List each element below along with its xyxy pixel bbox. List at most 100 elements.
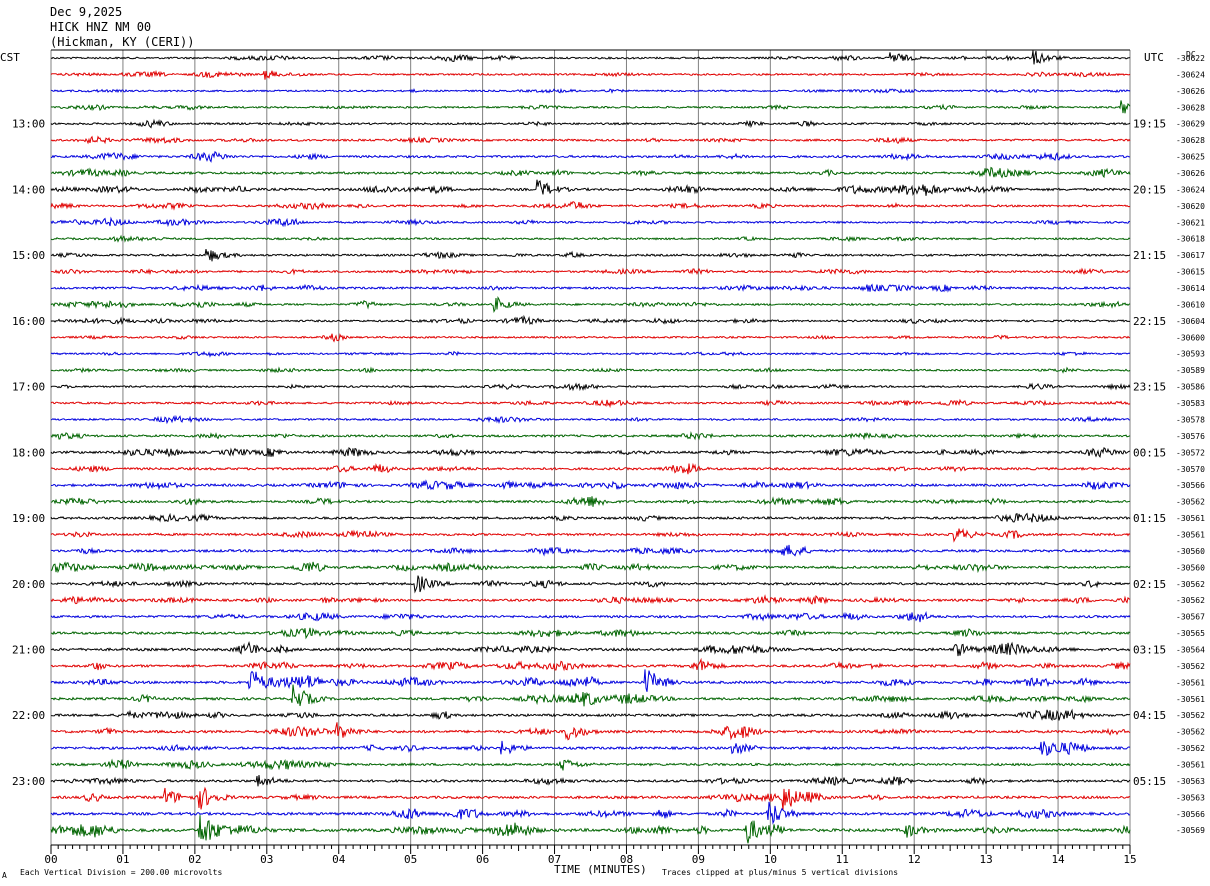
right-timezone-label: UTC	[1144, 51, 1164, 64]
dc-offset-value: -30576	[1176, 432, 1205, 441]
time-gridlines	[50, 49, 1131, 845]
dc-offset-value: -30566	[1176, 481, 1205, 490]
seismic-trace	[50, 774, 1131, 787]
left-hour-label: 13:00	[12, 118, 45, 131]
right-hour-label: 23:15	[1133, 381, 1166, 394]
seismic-trace	[50, 350, 1131, 358]
right-hour-label: 00:15	[1133, 446, 1166, 459]
seismic-trace	[50, 740, 1131, 757]
seismic-trace	[50, 722, 1131, 741]
dc-offset-value: -30567	[1176, 613, 1205, 622]
dc-offset-value: -30561	[1176, 695, 1205, 704]
seismic-trace	[50, 295, 1131, 314]
x-tick-label: 09	[692, 853, 705, 866]
left-hour-label: 15:00	[12, 249, 45, 262]
dc-offset-value: -30618	[1176, 235, 1205, 244]
right-hour-label: 02:15	[1133, 578, 1166, 591]
seismic-trace	[50, 786, 1131, 811]
seismic-trace	[50, 657, 1131, 672]
dc-offset-value: -30562	[1176, 596, 1205, 605]
x-tick-label: 02	[188, 853, 201, 866]
left-hour-label: 23:00	[12, 775, 45, 788]
seismic-trace	[50, 561, 1131, 574]
seismic-trace	[50, 135, 1131, 145]
seismic-traces	[50, 50, 1131, 844]
dc-offset-value: -30562	[1176, 728, 1205, 737]
seismic-trace	[50, 431, 1131, 441]
seismic-trace	[50, 333, 1130, 343]
dc-offset-value: -30628	[1176, 136, 1205, 145]
dc-offset-value: -30578	[1176, 415, 1205, 424]
dc-offset-value: -30622	[1176, 54, 1205, 63]
dc-offset-value: -30583	[1176, 399, 1205, 408]
right-hour-label: 19:15	[1133, 118, 1166, 131]
station-location: (Hickman, KY (CERI))	[50, 35, 195, 49]
dc-offset-value: -30563	[1176, 793, 1205, 802]
left-hour-label: 17:00	[12, 381, 45, 394]
dc-offset-value: -30563	[1176, 777, 1205, 786]
seismic-trace	[50, 447, 1131, 458]
seismic-trace	[50, 815, 1131, 844]
dc-offset-value: -30626	[1176, 87, 1205, 96]
dc-offset-value: -30586	[1176, 383, 1205, 392]
clip-note: Traces clipped at plus/minus 5 vertical …	[662, 868, 898, 877]
seismic-trace	[50, 398, 1131, 409]
seismic-trace	[50, 166, 1131, 179]
x-tick-label: 10	[764, 853, 777, 866]
dc-offset-value: -30561	[1176, 760, 1205, 769]
dc-offset-value: -30589	[1176, 366, 1205, 375]
seismic-trace	[50, 216, 1131, 228]
dc-offset-value: -30562	[1176, 498, 1205, 507]
dc-offset-header: DC	[1186, 50, 1196, 59]
dc-offset-value: -30569	[1176, 826, 1205, 835]
seismic-trace	[50, 179, 1131, 197]
dc-offset-value: -30564	[1176, 645, 1205, 654]
seismic-trace	[50, 479, 1131, 491]
right-hour-label: 04:15	[1133, 709, 1166, 722]
x-tick-label: 07	[548, 853, 561, 866]
dc-offset-value: -30617	[1176, 251, 1205, 260]
dc-offset-value: -30570	[1176, 465, 1205, 474]
x-tick-label: 03	[260, 853, 273, 866]
dc-offset-value: -30562	[1176, 744, 1205, 753]
dc-offset-value: -30604	[1176, 317, 1205, 326]
x-tick-label: 14	[1051, 853, 1065, 866]
dc-offset-value: -30562	[1176, 711, 1205, 720]
seismic-trace	[50, 201, 1131, 211]
right-hour-label: 22:15	[1133, 315, 1166, 328]
dc-offset-value: -30566	[1176, 810, 1205, 819]
seismic-trace	[50, 496, 1131, 507]
vertical-scale-note: Each Vertical Division = 200.00 microvol…	[20, 868, 222, 877]
seismic-trace	[50, 314, 1130, 326]
dc-offset-value: -30629	[1176, 120, 1205, 129]
seismic-trace	[50, 627, 1131, 640]
x-tick-label: 15	[1123, 853, 1136, 866]
seismic-trace	[50, 527, 1131, 543]
x-tick-label: 00	[44, 853, 57, 866]
seismic-trace	[50, 575, 1131, 594]
left-timezone-label: CST	[0, 51, 20, 64]
seismic-trace	[50, 87, 1131, 94]
left-hour-label: 22:00	[12, 709, 45, 722]
dc-offset-value: -30565	[1176, 629, 1205, 638]
x-tick-label: 01	[116, 853, 129, 866]
dc-offset-value: -30620	[1176, 202, 1205, 211]
x-tick-label: 05	[404, 853, 417, 866]
seismic-trace	[50, 118, 1131, 129]
left-hour-label: 19:00	[12, 512, 45, 525]
dc-offset-value: -30561	[1176, 678, 1205, 687]
dc-offset-value: -30562	[1176, 580, 1205, 589]
x-tick-label: 06	[476, 853, 489, 866]
dc-offset-value: -30561	[1176, 514, 1205, 523]
seismic-trace	[50, 594, 1131, 605]
dc-offset-value: -30624	[1176, 185, 1205, 194]
dc-offset-value: -30560	[1176, 547, 1205, 556]
seismic-trace	[50, 414, 1131, 425]
seismic-trace	[51, 544, 1131, 557]
dc-offset-value: -30562	[1176, 662, 1205, 671]
x-axis: 00 01 02 03 04 05 06 07 08 09 10 11 12 13 14 15	[44, 844, 1137, 866]
dc-offset-value: -30628	[1176, 103, 1205, 112]
right-hour-label: 05:15	[1133, 775, 1166, 788]
seismic-trace	[50, 69, 1131, 80]
